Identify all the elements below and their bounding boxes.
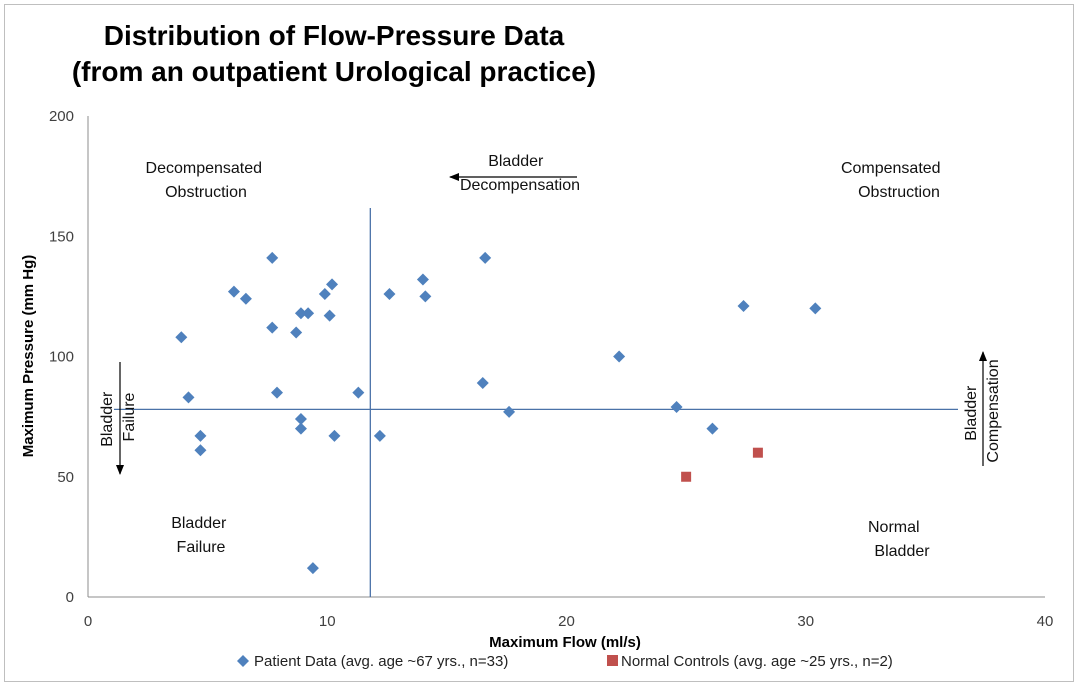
patient-data-point	[323, 309, 336, 322]
patient-data-point	[266, 321, 279, 334]
annotation-bladder-failure-vertical: Bladder Failure	[99, 387, 138, 447]
y-tick-label: 50	[57, 469, 74, 486]
patient-data-point	[383, 287, 396, 300]
x-tick-label: 20	[558, 613, 575, 630]
patient-data-point	[326, 278, 339, 291]
annotation-compensated-obstruction: Compensated Obstruction	[841, 160, 945, 201]
patient-data-point	[613, 350, 626, 363]
x-tick-label: 10	[319, 613, 336, 630]
patient-data-point	[419, 290, 432, 303]
normal-control-point	[681, 471, 692, 482]
patient-data-point	[302, 307, 315, 320]
patient-data-point	[194, 429, 207, 442]
legend-controls-marker	[607, 655, 618, 666]
patient-data-point	[271, 386, 284, 399]
patient-data-point	[175, 331, 188, 344]
patient-data-point	[416, 273, 429, 286]
patient-data-point	[306, 562, 319, 575]
chart-title: Distribution of Flow-Pressure Data (from…	[14, 18, 654, 90]
annotation-bladder-failure: Bladder Failure	[171, 515, 231, 556]
legend-patient-marker	[237, 655, 249, 667]
legend-controls-label: Normal Controls (avg. age ~25 yrs., n=2)	[621, 653, 893, 670]
legend: Patient Data (avg. age ~67 yrs., n=33) N…	[237, 653, 893, 670]
patient-data-point	[290, 326, 303, 339]
x-tick-label: 30	[797, 613, 814, 630]
patient-data-point	[476, 376, 489, 389]
patient-data-point	[373, 429, 386, 442]
patient-data-point	[294, 422, 307, 435]
normal-control-point	[752, 447, 763, 458]
patient-data-point	[809, 302, 822, 315]
patient-data-point	[737, 299, 750, 312]
patient-data-point	[670, 401, 683, 414]
patient-data-point	[266, 251, 279, 264]
patient-data-point	[328, 429, 341, 442]
patient-data-point	[503, 405, 516, 418]
patient-data-point	[239, 292, 252, 305]
data-points	[175, 251, 822, 575]
patient-data-point	[318, 287, 331, 300]
x-tick-label: 0	[84, 613, 92, 630]
legend-patient-label: Patient Data (avg. age ~67 yrs., n=33)	[254, 653, 508, 670]
patient-data-point	[182, 391, 195, 404]
patient-data-point	[479, 251, 492, 264]
annotation-decompensated-obstruction: Decompensated Obstruction	[146, 160, 267, 201]
y-tick-label: 100	[49, 349, 74, 366]
y-tick-label: 200	[49, 108, 74, 125]
y-tick-label: 0	[66, 589, 74, 606]
annotation-bladder-compensation-vertical: Bladder Compensation	[963, 359, 1002, 462]
patient-data-point	[294, 413, 307, 426]
annotation-normal-bladder: Normal Bladder	[868, 519, 930, 560]
x-axis-title: Maximum Flow (ml/s)	[489, 634, 641, 651]
patient-data-point	[194, 444, 207, 457]
chart-frame	[4, 4, 1074, 682]
patient-data-point	[706, 422, 719, 435]
chart-title-line-2: (from an outpatient Urological practice)	[71, 56, 597, 87]
y-tick-label: 150	[49, 228, 74, 245]
y-axis-title: Maximum Pressure (mm Hg)	[20, 255, 37, 458]
chart-title-line-1: Distribution of Flow-Pressure Data	[103, 20, 565, 51]
annotation-bladder-decompensation: Bladder Decompensation	[460, 153, 580, 194]
patient-data-point	[227, 285, 240, 298]
patient-data-point	[294, 307, 307, 320]
x-tick-label: 40	[1037, 613, 1054, 630]
patient-data-point	[352, 386, 365, 399]
